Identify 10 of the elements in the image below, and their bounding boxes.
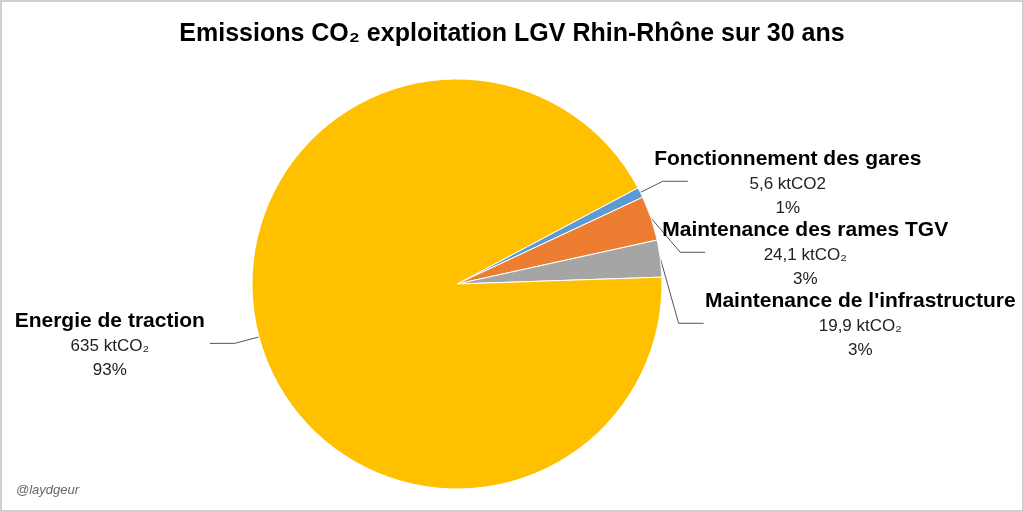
slice-label: Energie de traction [14,307,205,331]
chart-title: Emissions CO₂ exploitation LGV Rhin-Rhône sur 30 ans [179,17,845,46]
data-label: 24,1 ktCO₂ 3% [763,244,847,288]
slice-label: Maintenance de l'infrastructure [704,287,1016,311]
data-label: 635 ktCO₂ 93% [70,335,150,379]
slice-label: Maintenance des rames TGV [662,216,949,240]
data-label: 5,6 ktCO2 1% [749,173,827,217]
data-label: 19,9 ktCO₂ 3% [818,315,902,359]
slice-label: Fonctionnement des gares [654,145,922,169]
text: @laydgeur [16,482,80,497]
